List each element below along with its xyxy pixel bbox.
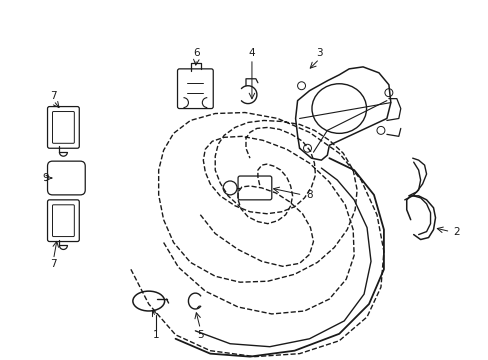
Text: 9: 9 <box>42 173 49 183</box>
Text: 2: 2 <box>452 226 459 237</box>
Text: 7: 7 <box>50 91 57 101</box>
Text: 8: 8 <box>305 190 312 200</box>
Text: 5: 5 <box>197 330 203 340</box>
Text: 3: 3 <box>315 48 322 58</box>
Text: 4: 4 <box>248 48 255 58</box>
Text: 6: 6 <box>193 48 199 58</box>
Text: 1: 1 <box>152 330 159 340</box>
Text: 7: 7 <box>50 259 57 269</box>
